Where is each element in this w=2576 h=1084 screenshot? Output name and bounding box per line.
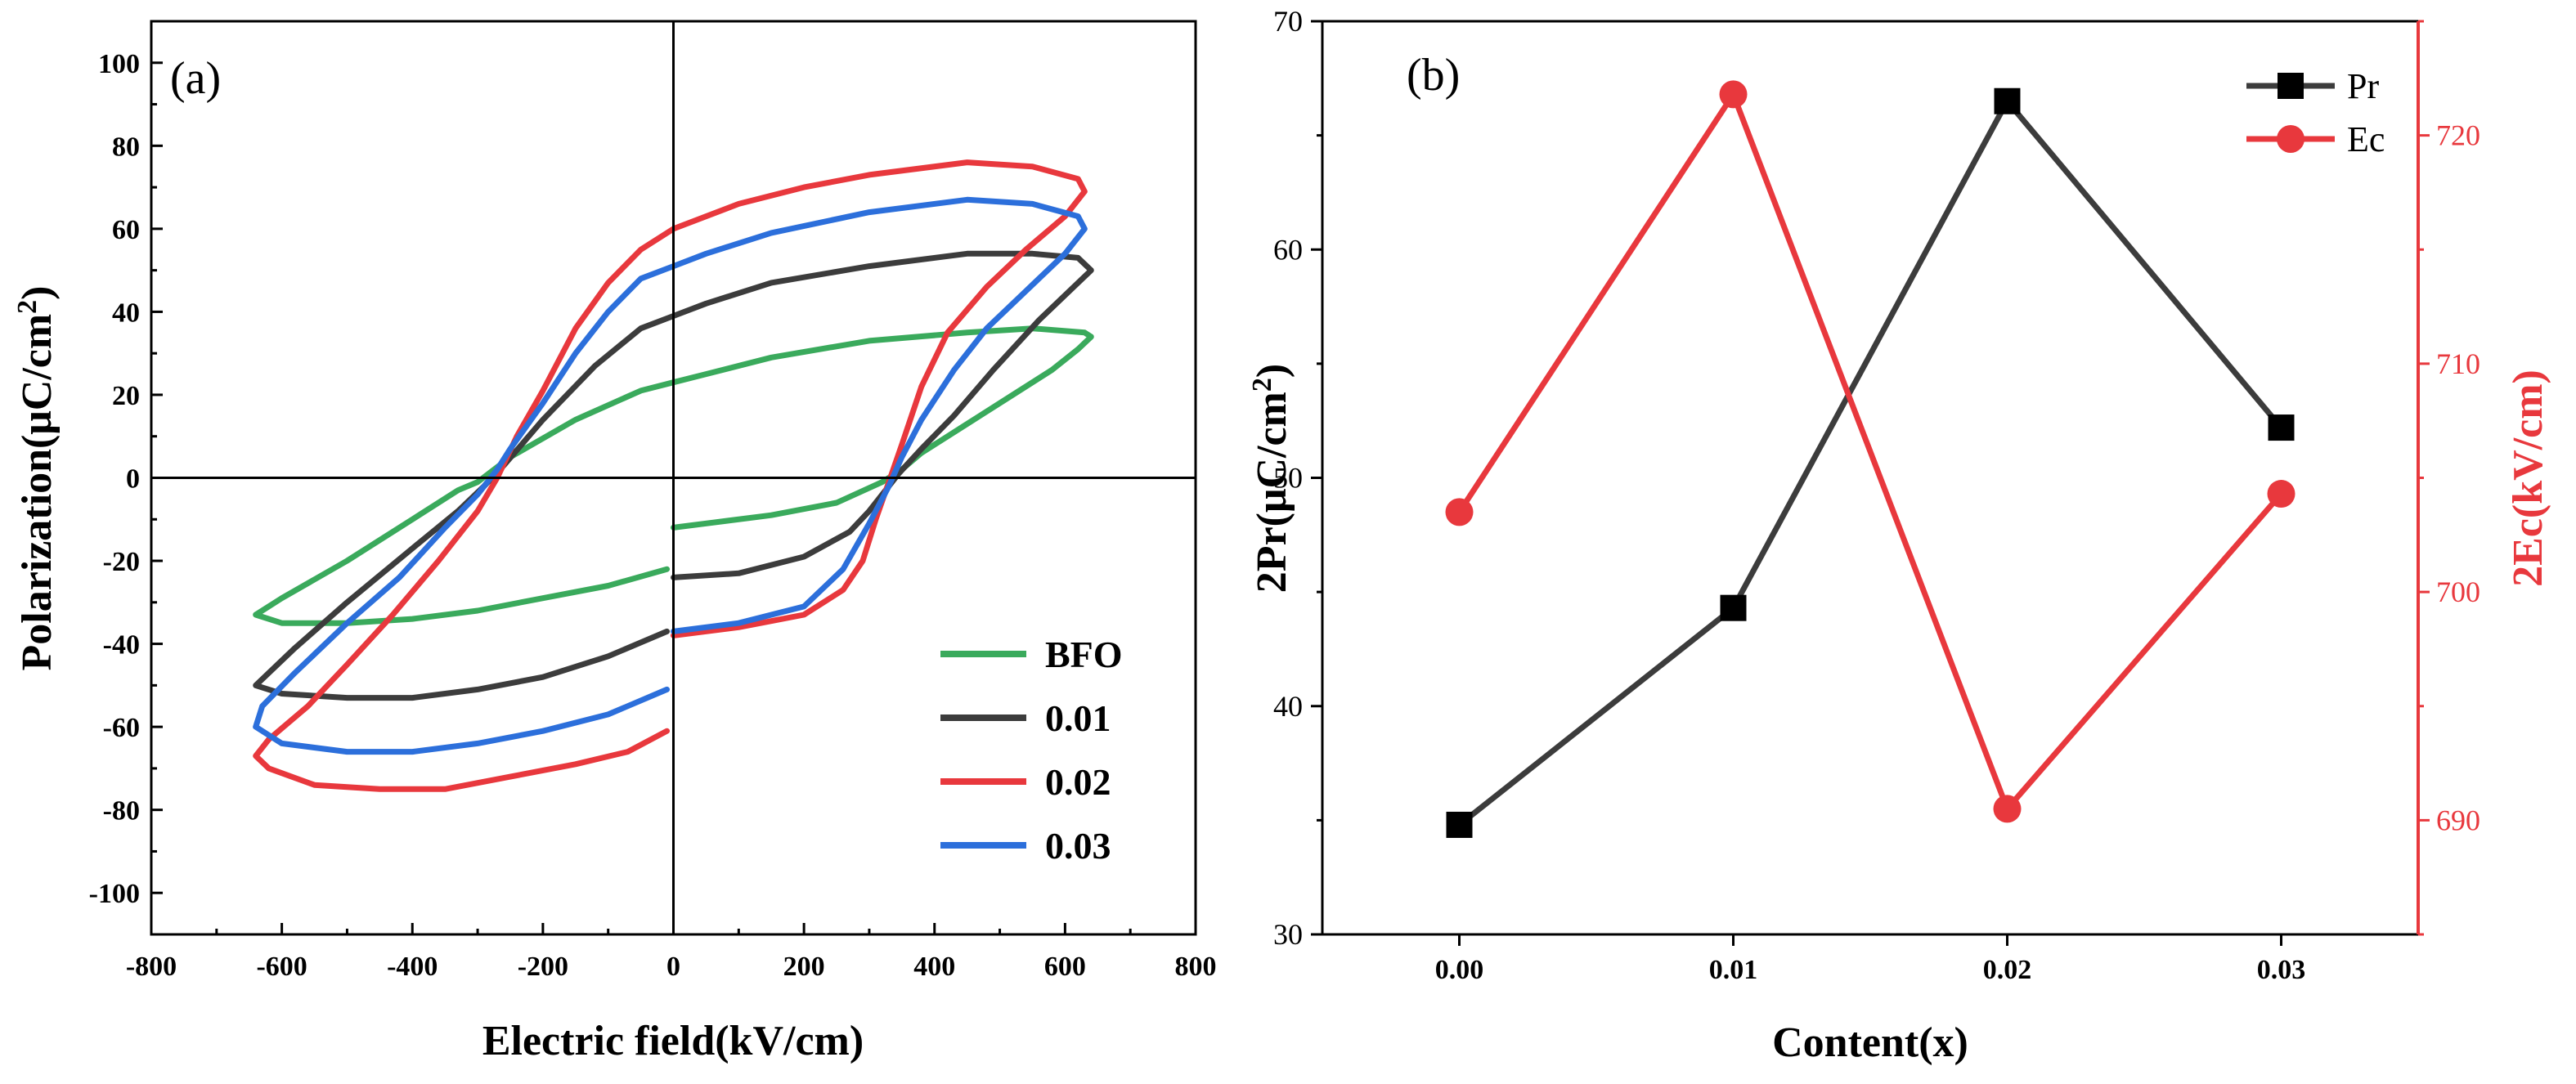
- panel-b-x-tick-label: 0.03: [2257, 955, 2306, 985]
- panel-b-legend: Pr Ec: [2246, 66, 2385, 159]
- panel-a-x-axis-title: Electric field(kV/cm): [482, 1018, 864, 1064]
- panel-a-curve-0.02: [253, 159, 1088, 792]
- panel-b-x-axis-title: Content(x): [1772, 1019, 1968, 1066]
- panel-a-y-tick-label: -40: [103, 630, 140, 661]
- panel-b-legend-marker: [2278, 73, 2304, 99]
- panel-a-y-tick-label: 0: [126, 464, 140, 495]
- panel-a-curve-BFO: [253, 325, 1094, 626]
- panel-b: 0.00 0.01 0.02 0.03 30 40 50 60 70 690 700 710 720 (…: [1247, 5, 2552, 1066]
- panel-a-y-tick-label: -80: [103, 796, 140, 826]
- panel-a-x-tick-label: -600: [256, 952, 307, 982]
- panel-b-marker-Pr: [1720, 594, 1747, 621]
- panel-a-y-tick-label: 60: [112, 215, 140, 245]
- panel-b-legend-label: Ec: [2347, 119, 2385, 159]
- panel-b-marker-Ec: [2267, 480, 2296, 508]
- panel-a-curve-0.03: [253, 196, 1088, 755]
- panel-a-legend-label: BFO: [1045, 634, 1123, 675]
- panel-b-right-y-axis-title: 2Ec(kV/cm): [2505, 370, 2551, 587]
- panel-a-y-tick-label: -20: [103, 547, 140, 577]
- panel-a-x-tick-label: 600: [1044, 952, 1086, 982]
- panel-a-y-tick-label: -100: [89, 879, 140, 909]
- panel-b-right-y-tick-label: 720: [2436, 119, 2480, 152]
- panel-b-label: (b): [1407, 50, 1460, 101]
- panel-b-y-tick-label: 40: [1273, 690, 1303, 723]
- panel-b-y-tick-label: 60: [1273, 233, 1303, 266]
- panel-b-marker-Pr: [1446, 811, 1473, 838]
- panel-b-y-tick-label: 70: [1273, 5, 1303, 38]
- panel-b-x-tick-label: 0.01: [1709, 955, 1758, 985]
- panel-a-label: (a): [170, 53, 221, 104]
- panel-a-curves: [253, 159, 1094, 792]
- panel-a-x-tick-label: 200: [783, 952, 825, 982]
- panel-b-marker-Ec: [1993, 795, 2022, 823]
- panel-a-x-tick-label: 400: [913, 952, 955, 982]
- panel-a-y-axis-title: Polarization(μC/cm2): [12, 285, 61, 670]
- panel-b-marker-Pr: [2268, 414, 2295, 441]
- panel-b-legend-label: Pr: [2347, 66, 2379, 106]
- panel-a-x-tick-label: -800: [126, 952, 177, 982]
- panel-a: -800 -600 -400 -200 0 200 400 600 800-100-80-60-…: [12, 20, 1217, 1064]
- panel-a-y-tick-label: 80: [112, 132, 140, 162]
- panel-a-x-tick-label: -400: [387, 952, 438, 982]
- panel-b-series: [1445, 80, 2296, 838]
- panel-b-axes: 0.00 0.01 0.02 0.03 30 40 50 60 70 690 700 710 720: [1273, 5, 2480, 985]
- panel-a-x-tick-label: -200: [518, 952, 568, 982]
- panel-b-plot-frame: [1321, 20, 2420, 936]
- panel-b-right-y-tick-label: 700: [2436, 576, 2480, 608]
- panel-a-legend-label: 0.03: [1045, 825, 1111, 867]
- panel-b-marker-Pr: [1994, 87, 2021, 114]
- panel-a-y-tick-label: 40: [112, 298, 140, 328]
- panel-a-y-tick-label: 100: [98, 49, 140, 79]
- panel-b-marker-Ec: [1719, 80, 1748, 109]
- panel-b-y-tick-label: 30: [1273, 918, 1303, 951]
- panel-a-legend: BFO 0.01 0.02 0.03: [940, 634, 1123, 867]
- panel-b-x-tick-label: 0.00: [1435, 955, 1484, 985]
- panel-b-line-Pr: [1457, 98, 2284, 827]
- panel-a-x-tick-label: 800: [1175, 952, 1217, 982]
- panel-a-y-tick-label: -60: [103, 713, 140, 743]
- panel-a-axes: -800 -600 -400 -200 0 200 400 600 800-100-80-60-…: [89, 20, 1217, 982]
- panel-a-legend-label: 0.01: [1045, 697, 1111, 739]
- panel-a-legend-label: 0.02: [1045, 761, 1111, 803]
- panel-b-x-tick-label: 0.02: [1983, 955, 2032, 985]
- panel-b-line-Ec: [1456, 91, 2284, 812]
- panel-a-curve-0.01: [253, 250, 1094, 701]
- panel-b-y-tick-label: 50: [1273, 462, 1303, 495]
- panel-b-marker-Ec: [1445, 498, 1474, 526]
- panel-b-right-y-tick-label: 690: [2436, 804, 2480, 836]
- panel-a-x-tick-label: 0: [666, 952, 680, 982]
- panel-b-legend-marker: [2277, 125, 2304, 153]
- panel-b-right-y-tick-label: 710: [2436, 347, 2480, 380]
- panel-a-y-tick-label: 20: [112, 381, 140, 411]
- panel-b-y-axis-title: 2Pr(μC/cm2): [1247, 364, 1296, 593]
